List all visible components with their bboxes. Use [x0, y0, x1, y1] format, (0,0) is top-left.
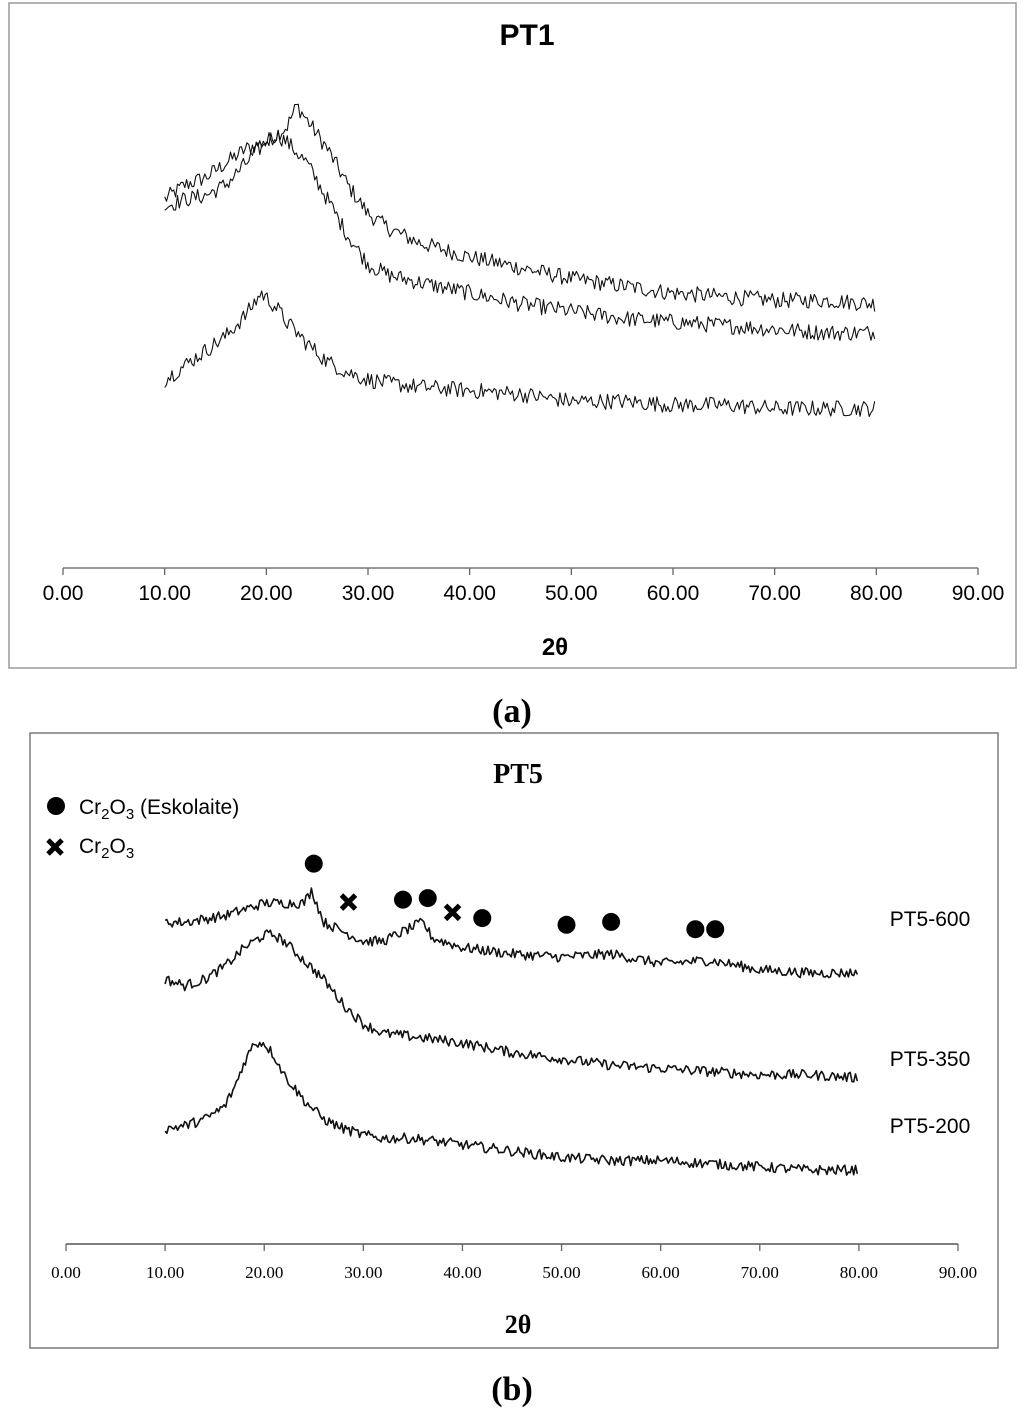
peak-marker-circle	[602, 912, 621, 931]
peak-marker-circle	[706, 920, 725, 939]
legend-circle-marker	[47, 797, 65, 815]
panel-a: PT1 0.00 10.00 20.00 30.00 40.00 50.00 60.00 70…	[8, 2, 1017, 669]
panel-b-peak-markers	[304, 854, 725, 939]
x-tick-label: 70.00	[748, 582, 801, 605]
peak-marker-circle	[304, 854, 323, 873]
x-tick-label: 90.00	[952, 582, 1005, 605]
x-tick-label: 80.00	[840, 1263, 878, 1282]
peak-marker-circle	[418, 889, 437, 908]
panel-b-label: (b)	[491, 1371, 533, 1408]
panel-b: PT5 Cr2O3 (Eskolaite) Cr2O3 PT5-600 PT5-…	[29, 732, 999, 1349]
x-tick-label: 0.00	[51, 1263, 81, 1282]
x-tick-label: 20.00	[245, 1263, 283, 1282]
x-tick-label: 30.00	[342, 582, 395, 605]
x-tick-label: 70.00	[741, 1263, 779, 1282]
series-line-top	[164, 103, 876, 312]
panel-a-title: PT1	[499, 19, 554, 52]
x-tick-label: 20.00	[240, 582, 293, 605]
panel-a-series	[164, 103, 876, 418]
x-tick-label: 10.00	[138, 582, 191, 605]
panel-a-x-label: 2θ	[542, 634, 568, 661]
panel-b-x-ticks: 0.00 10.00 20.00 30.00 40.00 50.00 60.00 70.00 8…	[51, 1244, 977, 1282]
x-tick-label: 40.00	[443, 1263, 481, 1282]
peak-marker-circle	[686, 920, 705, 939]
panel-b-x-label: 2θ	[505, 1310, 532, 1339]
series-line-bottom	[164, 290, 876, 418]
series-line-pt5-200	[164, 1041, 859, 1176]
peak-marker-cross	[339, 893, 358, 911]
legend-label-eskolaite: Cr2O3 (Eskolaite)	[79, 796, 239, 823]
legend-item-eskolaite: Cr2O3 (Eskolaite)	[47, 796, 239, 823]
legend-item-cr2o3: Cr2O3	[46, 835, 134, 862]
panel-a-x-ticks: 0.00 10.00 20.00 30.00 40.00 50.00 60.00 70.00 8…	[43, 568, 1005, 605]
panel-a-label: (a)	[492, 693, 532, 730]
series-line-pt5-600	[164, 887, 859, 979]
peak-marker-cross	[443, 903, 462, 922]
x-tick-label: 50.00	[542, 1263, 580, 1282]
x-tick-label: 60.00	[647, 582, 700, 605]
series-line-middle	[164, 129, 876, 341]
x-tick-label: 60.00	[642, 1263, 680, 1282]
x-tick-label: 0.00	[43, 582, 84, 605]
legend-label-cr2o3: Cr2O3	[79, 835, 134, 862]
legend: Cr2O3 (Eskolaite) Cr2O3	[46, 796, 239, 862]
series-label-pt5-200: PT5-200	[890, 1115, 971, 1138]
series-label-pt5-600: PT5-600	[890, 908, 971, 931]
panel-b-title: PT5	[493, 759, 543, 790]
legend-cross-marker	[46, 838, 64, 856]
x-tick-label: 10.00	[146, 1263, 184, 1282]
x-tick-label: 50.00	[545, 582, 598, 605]
panel-b-frame	[29, 732, 999, 1349]
peak-marker-circle	[473, 909, 492, 928]
series-line-pt5-350	[164, 929, 859, 1083]
peak-marker-circle	[557, 915, 576, 934]
peak-marker-circle	[393, 890, 412, 909]
x-tick-label: 30.00	[344, 1263, 382, 1282]
x-tick-label: 90.00	[939, 1263, 977, 1282]
x-tick-label: 40.00	[443, 582, 496, 605]
series-label-pt5-350: PT5-350	[890, 1048, 971, 1071]
x-tick-label: 80.00	[850, 582, 903, 605]
panel-b-series	[164, 887, 859, 1176]
